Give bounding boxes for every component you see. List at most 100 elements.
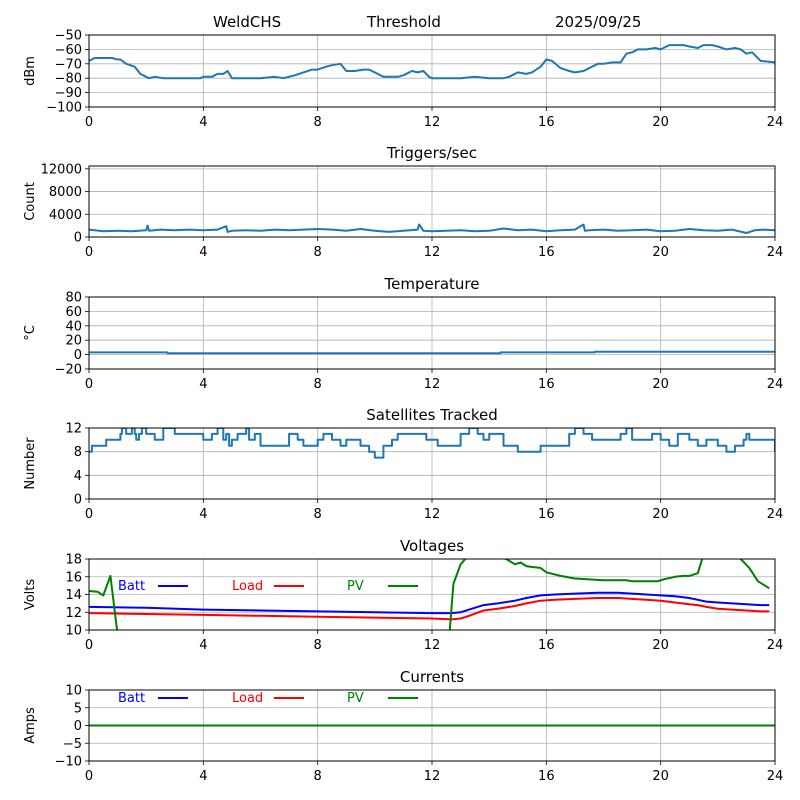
y-tick-label: −50 — [55, 29, 82, 44]
series-line-triggers — [89, 223, 775, 234]
x-tick-label: 16 — [538, 769, 555, 784]
y-axis-label: dBm — [23, 56, 38, 86]
y-tick-label: 4000 — [49, 208, 82, 223]
panel-title: Currents — [400, 668, 464, 686]
x-tick-label: 4 — [199, 245, 207, 260]
x-tick-label: 24 — [767, 115, 784, 130]
series-line-pv — [89, 559, 770, 630]
series-line-rssi — [89, 44, 775, 80]
legend-label-pv: PV — [347, 579, 364, 594]
x-tick-label: 20 — [652, 507, 669, 522]
y-tick-label: 0 — [74, 348, 82, 363]
y-tick-label: 0 — [74, 493, 82, 508]
y-axis-label: Number — [23, 437, 38, 490]
x-tick-label: 0 — [85, 377, 93, 392]
x-tick-label: 0 — [85, 507, 93, 522]
x-tick-label: 12 — [424, 638, 441, 653]
x-tick-label: 0 — [85, 769, 93, 784]
x-tick-label: 4 — [199, 507, 207, 522]
y-tick-label: 0 — [74, 231, 82, 246]
y-tick-label: 8000 — [49, 185, 82, 200]
x-tick-label: 16 — [538, 507, 555, 522]
series-line-temperature — [89, 350, 775, 355]
y-tick-label: −10 — [55, 755, 82, 770]
y-tick-label: 12 — [65, 606, 82, 621]
y-axis-label: Amps — [23, 707, 38, 744]
header-date: 2025/09/25 — [555, 13, 641, 31]
header-mode: Threshold — [366, 13, 441, 31]
x-tick-label: 4 — [199, 377, 207, 392]
series-line-batt — [89, 591, 770, 615]
y-tick-label: 10 — [65, 624, 82, 639]
x-tick-label: 16 — [538, 245, 555, 260]
legend-label-load: Load — [232, 691, 263, 706]
x-tick-label: 8 — [314, 115, 322, 130]
y-tick-label: −5 — [63, 737, 82, 752]
panel-title: Triggers/sec — [386, 144, 477, 162]
x-tick-label: 24 — [767, 769, 784, 784]
x-tick-label: 4 — [199, 769, 207, 784]
x-tick-label: 16 — [538, 377, 555, 392]
panel-title: Voltages — [400, 537, 464, 555]
x-tick-label: 4 — [199, 115, 207, 130]
x-tick-label: 20 — [652, 769, 669, 784]
x-tick-label: 8 — [314, 245, 322, 260]
y-tick-label: 12000 — [41, 162, 82, 177]
x-tick-label: 16 — [538, 638, 555, 653]
x-tick-label: 20 — [652, 245, 669, 260]
x-tick-label: 12 — [424, 507, 441, 522]
panel-title: Temperature — [383, 275, 479, 293]
y-tick-label: 10 — [65, 684, 82, 699]
header-station: WeldCHS — [213, 13, 281, 31]
y-tick-label: 12 — [65, 422, 82, 437]
x-tick-label: 16 — [538, 115, 555, 130]
y-tick-label: −80 — [55, 72, 82, 87]
panel-currents: 0 4 8 12 16 20 24 −10 −5 0 5 10 Amps Currents Batt Load… — [23, 668, 783, 784]
y-tick-label: 20 — [65, 334, 82, 349]
x-tick-label: 20 — [652, 638, 669, 653]
x-tick-label: 20 — [652, 377, 669, 392]
x-tick-label: 12 — [424, 245, 441, 260]
y-tick-label: 40 — [65, 319, 82, 334]
x-tick-label: 24 — [767, 638, 784, 653]
panel-rssi: 0 4 8 12 16 20 24 −100−90−80−70−60−50 dBm — [23, 29, 783, 131]
x-tick-label: 4 — [199, 638, 207, 653]
x-tick-label: 8 — [314, 507, 322, 522]
x-tick-label: 0 — [85, 245, 93, 260]
legend: Batt Load PV — [118, 691, 418, 706]
y-tick-label: 16 — [65, 570, 82, 585]
y-axis-label: Volts — [23, 579, 38, 611]
panel-satellites: 0 4 8 12 16 20 24 0 4 8 12 Number Satellites Tracked — [23, 406, 783, 522]
y-tick-label: −90 — [55, 86, 82, 101]
x-tick-label: 0 — [85, 638, 93, 653]
x-tick-label: 24 — [767, 377, 784, 392]
y-axis-label: Count — [23, 182, 38, 221]
panel-title: Satellites Tracked — [366, 406, 497, 424]
y-tick-label: −60 — [55, 43, 82, 58]
y-tick-label: 0 — [74, 719, 82, 734]
legend-label-load: Load — [232, 579, 263, 594]
y-tick-label: 4 — [74, 469, 82, 484]
x-tick-label: 0 — [85, 115, 93, 130]
x-tick-label: 8 — [314, 769, 322, 784]
legend-label-pv: PV — [347, 691, 364, 706]
x-tick-label: 12 — [424, 769, 441, 784]
y-tick-label: 80 — [65, 291, 82, 306]
series-line-satellites — [89, 428, 775, 459]
y-axis-label: °C — [23, 325, 38, 341]
series-line-load — [89, 597, 770, 621]
legend-label-batt: Batt — [118, 579, 145, 594]
x-tick-label: 12 — [424, 377, 441, 392]
panel-voltages: 0 4 8 12 16 20 24 10 12 14 16 18 Volts Voltages Batt Lo… — [23, 537, 784, 653]
y-tick-label: 60 — [65, 305, 82, 320]
legend-label-batt: Batt — [118, 691, 145, 706]
x-tick-label: 20 — [652, 115, 669, 130]
x-tick-label: 24 — [767, 245, 784, 260]
x-tick-label: 8 — [314, 377, 322, 392]
y-tick-label: 8 — [74, 445, 82, 460]
y-tick-label: 14 — [65, 588, 82, 603]
x-tick-label: 24 — [767, 507, 784, 522]
